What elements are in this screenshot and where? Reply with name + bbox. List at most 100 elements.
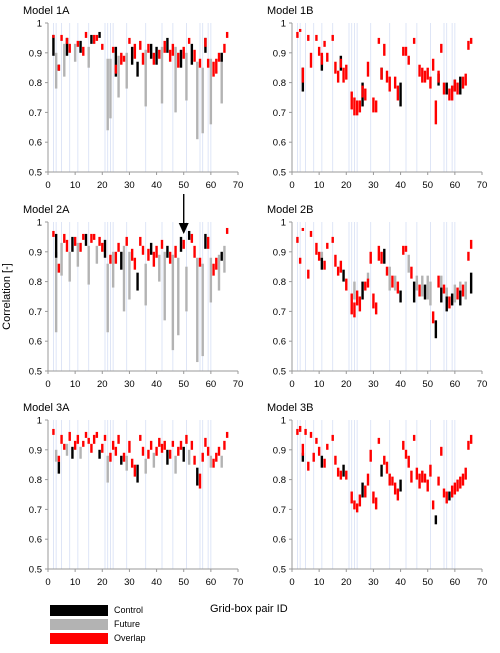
bar-overlap <box>426 479 429 492</box>
panel-model-2b: Model 2B0.50.60.70.80.910 10 20 30 40 50 60 70 <box>267 204 487 390</box>
bar-overlap <box>63 233 66 243</box>
bar-future <box>388 266 391 291</box>
bar-overlap <box>101 443 104 453</box>
legend-swatch-overlap <box>50 633 108 644</box>
bar-future <box>464 281 467 300</box>
bar-overlap <box>467 440 470 450</box>
x-tick-label: 20 <box>97 577 108 588</box>
bar-overlap <box>92 434 96 444</box>
x-tick-label: 10 <box>70 180 81 191</box>
bar-control <box>301 452 305 462</box>
x-tick-label: 30 <box>124 577 135 588</box>
x-tick-label: 60 <box>206 379 217 390</box>
bar-overlap <box>309 431 313 438</box>
bar-control <box>136 61 139 77</box>
bar-future <box>187 449 191 465</box>
bar-future <box>185 52 188 101</box>
x-tick-label: 30 <box>368 577 379 588</box>
bar-overlap <box>147 43 150 53</box>
y-tick-label: 0.5 <box>273 565 286 576</box>
bar-overlap <box>448 88 451 101</box>
bar-overlap <box>353 302 356 318</box>
bar-overlap <box>225 431 229 438</box>
bar-control <box>383 248 386 264</box>
bar-overlap <box>317 46 321 56</box>
bar-future <box>445 287 448 303</box>
bar-overlap <box>90 233 93 243</box>
bar-overlap <box>117 434 120 444</box>
x-tick-label: 40 <box>151 180 162 191</box>
bar-overlap <box>358 296 362 312</box>
y-tick-label: 0.5 <box>29 565 42 576</box>
bar-future <box>209 455 213 468</box>
bar-overlap <box>442 488 446 498</box>
bar-overlap <box>331 434 334 441</box>
bar-overlap <box>212 61 215 77</box>
x-tick-label: 10 <box>314 180 325 191</box>
bar-overlap <box>469 37 473 44</box>
bar-overlap <box>377 245 381 261</box>
y-tick-label: 0.8 <box>29 277 42 288</box>
annotation-arrow-head <box>178 223 189 234</box>
bar-overlap <box>369 251 372 264</box>
bar-overlap <box>114 251 118 264</box>
bar-control <box>320 257 324 270</box>
bar-overlap <box>298 28 302 32</box>
y-tick-label: 1 <box>281 218 286 229</box>
bar-overlap <box>60 34 63 41</box>
x-tick-label: 0 <box>45 180 50 191</box>
bar-overlap <box>393 482 397 495</box>
bar-overlap <box>336 70 340 83</box>
bar-overlap <box>453 79 457 92</box>
bar-overlap <box>461 473 465 486</box>
x-tick-label: 40 <box>395 379 406 390</box>
bar-overlap <box>437 275 440 288</box>
bar-overlap <box>120 52 123 65</box>
bar-overlap <box>171 440 175 447</box>
bar-overlap <box>461 284 465 297</box>
bar-overlap <box>380 67 383 80</box>
bar-overlap <box>366 473 370 486</box>
legend-swatch-control <box>50 605 108 616</box>
bar-future <box>209 58 213 125</box>
bar-overlap <box>450 85 454 101</box>
bar-control <box>361 281 364 300</box>
panel-model-1a: Model 1A0.50.60.70.80.910 10 20 30 40 50 60 70 <box>23 5 243 191</box>
bar-future <box>117 55 120 98</box>
bar-overlap <box>204 37 207 47</box>
bar-overlap <box>198 473 202 489</box>
bar-overlap <box>111 440 115 450</box>
x-tick-label: 10 <box>314 577 325 588</box>
x-tick-label: 30 <box>124 379 135 390</box>
bar-overlap <box>331 34 334 41</box>
bar-control <box>179 49 183 68</box>
bar-overlap <box>410 470 413 483</box>
bar-future <box>174 46 177 113</box>
y-tick-label: 0.9 <box>29 247 42 258</box>
bar-control <box>445 82 448 95</box>
bar-overlap <box>65 239 69 252</box>
bar-overlap <box>350 293 353 315</box>
bar-overlap <box>82 440 85 447</box>
bar-overlap <box>437 70 440 83</box>
legend-label-control: Control <box>114 605 144 615</box>
y-tick-label: 0.8 <box>273 475 286 486</box>
x-tick-label: 50 <box>422 379 433 390</box>
bar-future <box>220 455 223 468</box>
bar-overlap <box>155 446 158 456</box>
bar-future <box>125 455 128 471</box>
bar-overlap <box>448 296 451 309</box>
bar-overlap <box>98 236 101 246</box>
bar-future <box>144 263 147 306</box>
bar-overlap <box>171 43 175 56</box>
bar-overlap <box>369 449 372 462</box>
bar-overlap <box>301 227 305 231</box>
bar-overlap <box>60 434 63 444</box>
y-tick-label: 0.6 <box>29 535 42 546</box>
y-tick-label: 0.5 <box>29 367 42 378</box>
bar-overlap <box>364 485 367 498</box>
bar-overlap <box>133 43 137 59</box>
bar-future <box>201 67 204 134</box>
bar-overlap <box>168 49 172 62</box>
bar-control <box>220 251 223 261</box>
